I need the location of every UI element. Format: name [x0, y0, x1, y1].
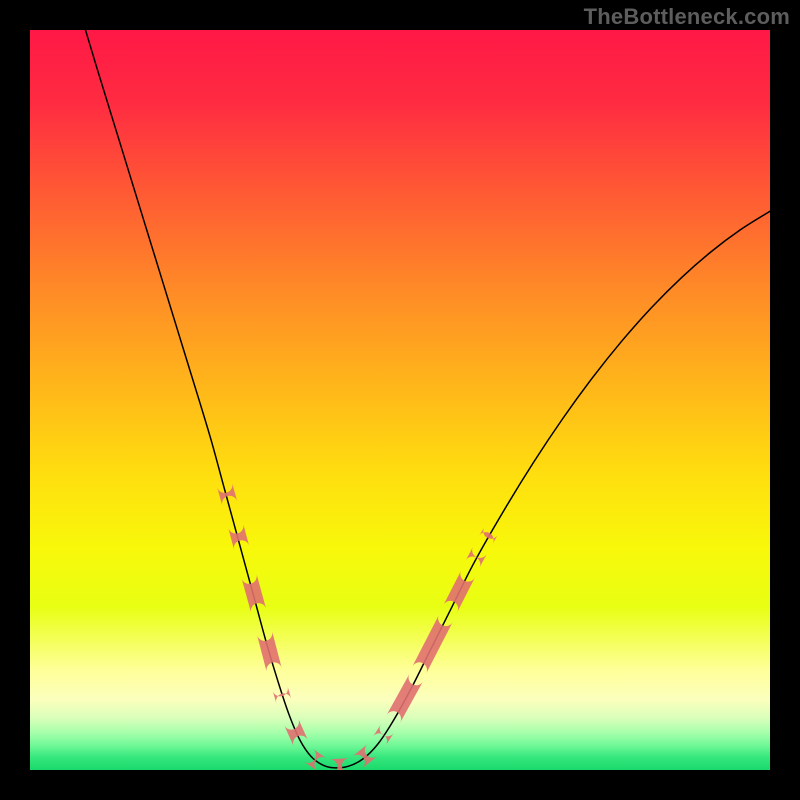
chart-frame: TheBottleneck.com	[0, 0, 800, 800]
plot-area	[30, 30, 770, 770]
watermark-text: TheBottleneck.com	[584, 4, 790, 30]
plot-svg	[30, 30, 770, 770]
gradient-background	[30, 30, 770, 770]
